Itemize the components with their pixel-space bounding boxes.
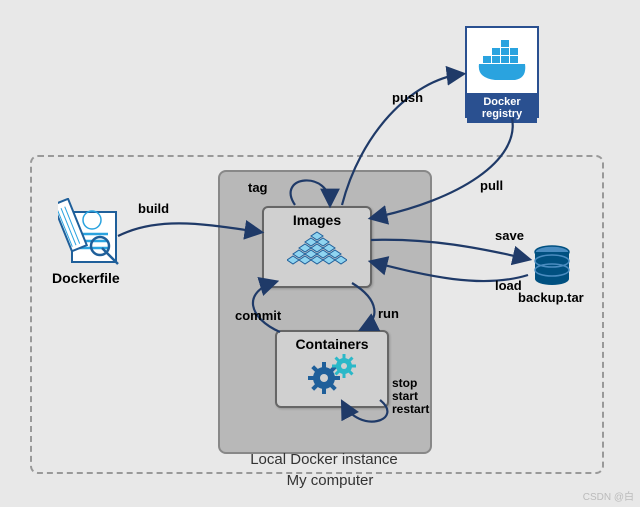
edge-stop: stop [392, 376, 417, 390]
dockerfile-icon [58, 198, 130, 266]
containers-label: Containers [295, 336, 368, 352]
containers-gears-icon [302, 352, 362, 396]
backup-label: backup.tar [518, 290, 584, 305]
registry-node: Docker registry [465, 26, 539, 118]
edge-commit: commit [235, 308, 281, 323]
images-node: Images [262, 206, 372, 288]
my-computer-label: My computer [240, 472, 420, 489]
images-label: Images [293, 212, 341, 228]
docker-whale-icon [467, 28, 537, 88]
dockerfile-node [58, 198, 130, 266]
registry-label-2: registry [482, 108, 522, 120]
local-instance-label: Local Docker instance [232, 451, 416, 468]
edge-tag: tag [248, 180, 268, 195]
backup-node [532, 245, 572, 287]
watermark: CSDN @白 [583, 488, 634, 503]
dockerfile-label: Dockerfile [52, 270, 120, 286]
edge-pull: pull [480, 178, 503, 193]
edge-run: run [378, 306, 399, 321]
registry-label-1: Docker [483, 96, 520, 108]
images-pyramid-icon [287, 230, 347, 276]
edge-start: start [392, 389, 418, 403]
database-icon [532, 245, 572, 287]
edge-restart: restart [392, 402, 429, 416]
edge-save: save [495, 228, 524, 243]
containers-node: Containers [275, 330, 389, 408]
edge-build: build [138, 201, 169, 216]
edge-push: push [392, 90, 423, 105]
edge-load: load [495, 278, 522, 293]
